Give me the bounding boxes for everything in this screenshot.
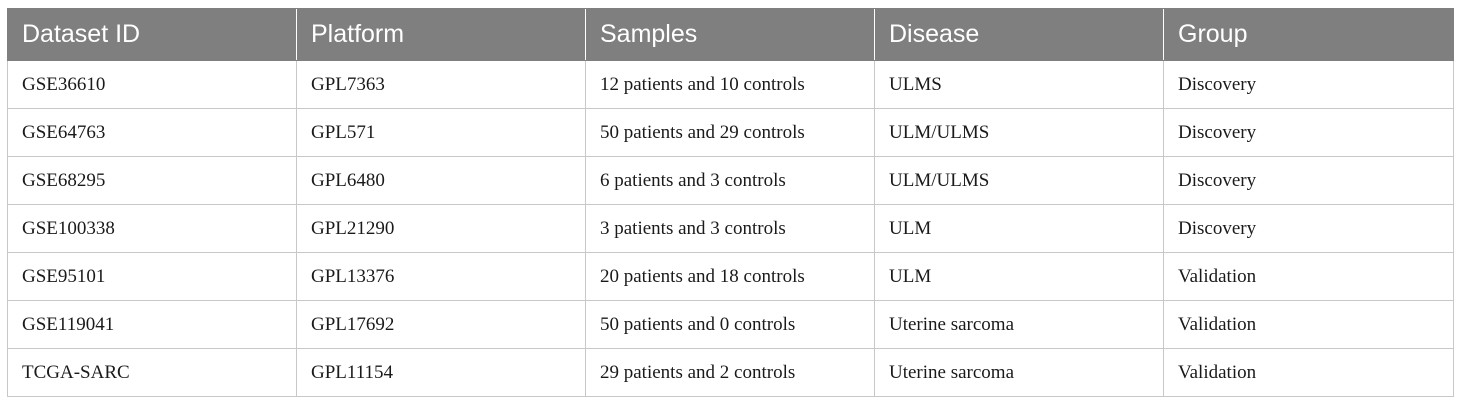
header-samples: Samples — [585, 8, 875, 61]
cell-dataset-id: GSE119041 — [7, 300, 297, 349]
cell-samples: 12 patients and 10 controls — [585, 60, 875, 109]
cell-dataset-id: TCGA-SARC — [7, 348, 297, 397]
cell-group: Validation — [1163, 348, 1454, 397]
dataset-table: Dataset ID Platform Samples Disease Grou… — [7, 8, 1454, 397]
cell-dataset-id: GSE36610 — [7, 60, 297, 109]
table-row: GSE100338 GPL21290 3 patients and 3 cont… — [7, 204, 1454, 253]
cell-group: Discovery — [1163, 60, 1454, 109]
cell-dataset-id: GSE64763 — [7, 108, 297, 157]
table-header: Dataset ID Platform Samples Disease Grou… — [7, 8, 1454, 61]
cell-disease: ULM — [874, 252, 1164, 301]
cell-samples: 29 patients and 2 controls — [585, 348, 875, 397]
cell-samples: 6 patients and 3 controls — [585, 156, 875, 205]
table-row: GSE64763 GPL571 50 patients and 29 contr… — [7, 108, 1454, 157]
table-row: TCGA-SARC GPL11154 29 patients and 2 con… — [7, 348, 1454, 397]
table-row: GSE119041 GPL17692 50 patients and 0 con… — [7, 300, 1454, 349]
cell-platform: GPL21290 — [296, 204, 586, 253]
cell-platform: GPL7363 — [296, 60, 586, 109]
cell-group: Validation — [1163, 252, 1454, 301]
cell-disease: Uterine sarcoma — [874, 348, 1164, 397]
cell-samples: 3 patients and 3 controls — [585, 204, 875, 253]
cell-disease: ULMS — [874, 60, 1164, 109]
cell-platform: GPL571 — [296, 108, 586, 157]
cell-group: Discovery — [1163, 108, 1454, 157]
cell-disease: ULM/ULMS — [874, 156, 1164, 205]
cell-disease: Uterine sarcoma — [874, 300, 1164, 349]
header-row: Dataset ID Platform Samples Disease Grou… — [7, 8, 1454, 61]
header-group: Group — [1163, 8, 1454, 61]
cell-group: Discovery — [1163, 156, 1454, 205]
cell-group: Validation — [1163, 300, 1454, 349]
cell-dataset-id: GSE95101 — [7, 252, 297, 301]
cell-platform: GPL13376 — [296, 252, 586, 301]
table-row: GSE36610 GPL7363 12 patients and 10 cont… — [7, 60, 1454, 109]
cell-disease: ULM — [874, 204, 1164, 253]
dataset-table-container: Dataset ID Platform Samples Disease Grou… — [7, 8, 1454, 397]
cell-samples: 50 patients and 29 controls — [585, 108, 875, 157]
header-dataset-id: Dataset ID — [7, 8, 297, 61]
cell-samples: 50 patients and 0 controls — [585, 300, 875, 349]
table-row: GSE95101 GPL13376 20 patients and 18 con… — [7, 252, 1454, 301]
table-row: GSE68295 GPL6480 6 patients and 3 contro… — [7, 156, 1454, 205]
cell-platform: GPL11154 — [296, 348, 586, 397]
header-disease: Disease — [874, 8, 1164, 61]
header-platform: Platform — [296, 8, 586, 61]
cell-dataset-id: GSE100338 — [7, 204, 297, 253]
cell-disease: ULM/ULMS — [874, 108, 1164, 157]
cell-platform: GPL17692 — [296, 300, 586, 349]
table-body: GSE36610 GPL7363 12 patients and 10 cont… — [7, 60, 1454, 397]
cell-group: Discovery — [1163, 204, 1454, 253]
cell-platform: GPL6480 — [296, 156, 586, 205]
cell-dataset-id: GSE68295 — [7, 156, 297, 205]
cell-samples: 20 patients and 18 controls — [585, 252, 875, 301]
